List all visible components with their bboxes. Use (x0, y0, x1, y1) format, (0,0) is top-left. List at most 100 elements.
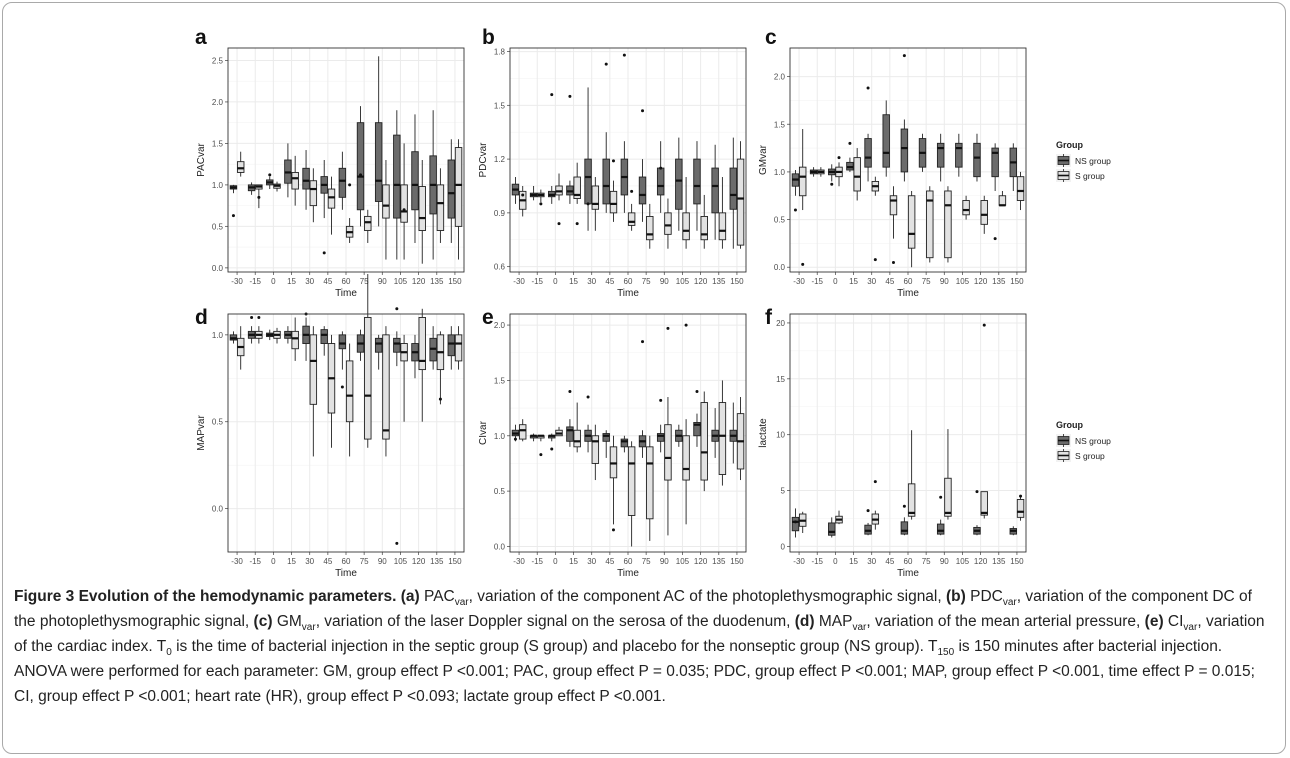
y-tick-label: 0.9 (494, 209, 506, 218)
outlier-point (666, 326, 670, 330)
x-tick-label: -15 (531, 277, 543, 286)
y-tick-label: 0.6 (494, 263, 506, 272)
outlier-point (891, 260, 895, 264)
box-s (962, 200, 970, 216)
y-tick-label: 0.0 (212, 505, 224, 514)
outlier-point (641, 109, 645, 113)
box-s (664, 212, 672, 235)
outlier-point (521, 193, 525, 197)
x-tick-label: 135 (992, 277, 1006, 286)
box-ns (864, 524, 872, 535)
outlier-point (568, 94, 572, 98)
outlier-point (801, 262, 805, 266)
box-s (700, 215, 708, 241)
box-s (345, 360, 354, 423)
outlier-point (793, 208, 797, 212)
x-tick-label: 0 (553, 557, 558, 566)
legend: Group NS group S group (1056, 140, 1111, 182)
y-axis-title: PDCvar (478, 142, 489, 178)
x-tick-label: 15 (849, 277, 858, 286)
outlier-point (395, 541, 399, 545)
y-tick-label: 1.5 (774, 120, 786, 129)
x-tick-label: 150 (448, 557, 462, 566)
x-tick-label: 60 (342, 277, 351, 286)
x-tick-label: 75 (642, 277, 651, 286)
outlier-point (659, 166, 663, 170)
caption-part-b: (b) PDCvar, variation of the component D… (14, 588, 1252, 630)
x-tick-label: 15 (287, 277, 296, 286)
box-ns (936, 523, 945, 535)
outlier-point (902, 504, 906, 508)
x-tick-label: 90 (660, 557, 669, 566)
outlier-point (257, 315, 261, 319)
y-tick-label: 0.0 (212, 264, 224, 273)
box-s (364, 317, 372, 440)
box-s (944, 477, 952, 517)
box-s (609, 446, 618, 479)
y-tick-label: 1.5 (494, 101, 506, 110)
box-s (998, 195, 1007, 206)
box-ns (656, 433, 665, 442)
box-s (907, 483, 916, 517)
box-ns (447, 159, 456, 219)
outlier-point (402, 208, 406, 212)
outlier-point (395, 307, 399, 311)
box-s (573, 176, 581, 199)
panel-letter: e (482, 306, 494, 329)
outlier-point (348, 183, 352, 187)
x-tick-label: 30 (867, 557, 876, 566)
x-tick-label: 75 (642, 557, 651, 566)
legend-title: Group (1056, 140, 1083, 150)
x-tick-label: 60 (904, 557, 913, 566)
panel-letter: d (195, 306, 208, 329)
outlier-point (550, 447, 554, 451)
x-axis-title: Time (335, 288, 357, 299)
box-ns (602, 433, 610, 442)
box-ns (864, 138, 872, 168)
outlier-point (611, 528, 615, 532)
x-tick-label: 105 (394, 557, 408, 566)
y-tick-label: 2.5 (212, 56, 224, 65)
x-tick-label: 45 (605, 277, 614, 286)
x-tick-label: 150 (730, 557, 744, 566)
y-tick-label: 2.0 (212, 98, 224, 107)
legend-key (1056, 169, 1071, 182)
box-s (309, 334, 318, 405)
box-ns (729, 167, 738, 210)
x-tick-label: -15 (811, 277, 823, 286)
y-axis-title: MAPvar (196, 415, 207, 451)
box-s (364, 215, 372, 231)
x-tick-label: 90 (660, 277, 669, 286)
outlier-point (830, 182, 834, 186)
x-tick-label: 120 (974, 277, 988, 286)
y-tick-label: 5 (781, 487, 786, 496)
panel-e: e 0.0 0.5 1.0 1.5 2.0 -30 -15 0 15 30 45 60 75 90 105 12… (478, 306, 747, 579)
legend-label: NS group (1075, 156, 1111, 166)
x-tick-label: 30 (587, 557, 596, 566)
outlier-point (513, 437, 517, 441)
x-tick-label: 0 (833, 277, 838, 286)
outlier-point (550, 93, 554, 97)
y-tick-label: 0.5 (494, 487, 506, 496)
panel-a: a 0.0 0.5 1.0 1.5 2.0 2.5 -30 -15 0 15 30 45 60 75 90 10… (195, 26, 465, 299)
box-s (309, 180, 318, 207)
box-s (646, 446, 654, 520)
box-s (798, 166, 807, 197)
box-s (718, 402, 727, 475)
y-tick-label: 0.0 (774, 263, 786, 272)
y-tick-label: 0.5 (212, 418, 224, 427)
outlier-point (257, 195, 261, 199)
panel-b: b 0.6 0.9 1.2 1.5 1.8 -30 -15 0 15 30 45 60 75 90 105 12… (478, 26, 747, 299)
y-tick-label: 1.0 (494, 432, 506, 441)
box-ns (675, 158, 683, 210)
box-s (236, 161, 245, 173)
outlier-point (866, 86, 870, 90)
box-ns (411, 151, 419, 211)
legend-title: Group (1056, 420, 1083, 430)
x-tick-label: 30 (305, 277, 314, 286)
x-tick-label: 135 (712, 557, 726, 566)
x-tick-label: 105 (394, 277, 408, 286)
box-ns (447, 334, 456, 357)
x-tick-label: 120 (694, 557, 708, 566)
box-s (1016, 176, 1025, 201)
